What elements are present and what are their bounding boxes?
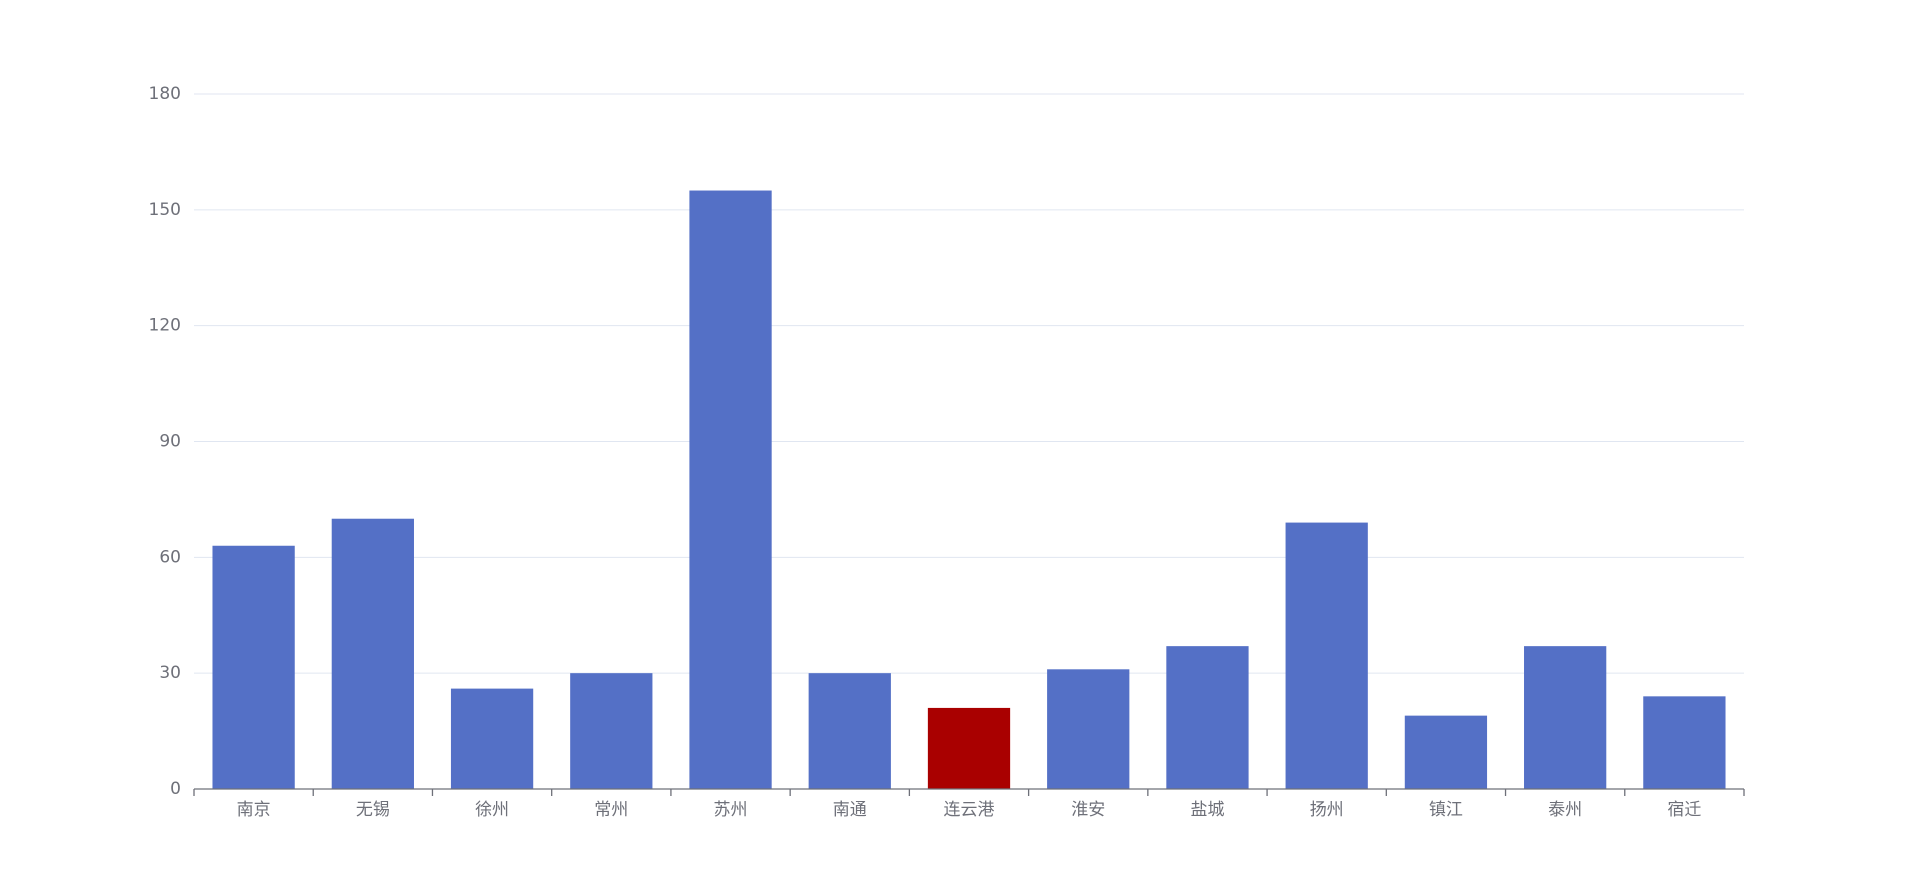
x-tick-label: 南通	[833, 800, 867, 820]
x-tick-label: 扬州	[1310, 800, 1344, 820]
x-tick-label: 淮安	[1071, 800, 1105, 820]
bar	[1047, 669, 1130, 789]
bar	[1404, 715, 1488, 789]
bar	[331, 518, 414, 789]
x-tick-label: 徐州	[475, 800, 509, 820]
x-tick-label: 镇江	[1429, 800, 1463, 820]
bar	[212, 545, 295, 789]
x-tick-label: 连云港	[944, 800, 995, 820]
x-tick-label: 南京	[237, 800, 271, 820]
x-tick-label: 无锡	[356, 800, 390, 820]
y-tick-label: 0	[170, 779, 181, 799]
bar	[450, 688, 534, 789]
bar	[927, 707, 1011, 789]
y-tick-label: 90	[159, 432, 181, 452]
x-tick-label: 泰州	[1548, 800, 1582, 820]
bar	[1643, 696, 1726, 789]
bar	[1524, 646, 1607, 789]
x-tick-label: 苏州	[714, 800, 748, 820]
y-tick-label: 180	[149, 84, 181, 104]
y-tick-label: 60	[159, 547, 181, 567]
y-tick-label: 150	[149, 200, 181, 220]
y-tick-label: 120	[149, 316, 181, 336]
x-tick-label: 宿迁	[1667, 800, 1701, 820]
bar	[808, 673, 891, 789]
bar	[1285, 522, 1368, 789]
bar	[689, 190, 772, 789]
x-tick-label: 盐城	[1190, 800, 1224, 820]
bar	[570, 673, 653, 789]
y-tick-label: 30	[159, 663, 181, 683]
x-tick-label: 常州	[594, 800, 628, 820]
bar	[1166, 646, 1249, 789]
